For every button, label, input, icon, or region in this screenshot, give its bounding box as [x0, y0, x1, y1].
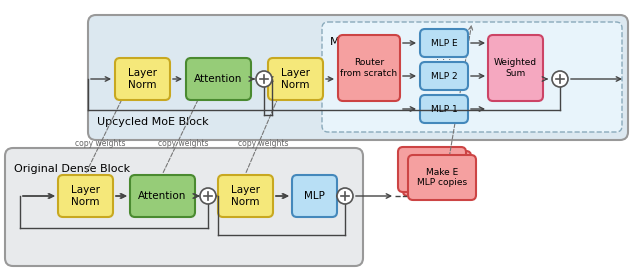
FancyBboxPatch shape: [420, 62, 468, 90]
Text: · · ·: · · ·: [436, 54, 452, 64]
Text: Attention: Attention: [195, 74, 243, 84]
Text: Make E
MLP copies: Make E MLP copies: [417, 168, 467, 187]
FancyBboxPatch shape: [186, 58, 251, 100]
FancyBboxPatch shape: [322, 22, 622, 132]
FancyBboxPatch shape: [398, 147, 466, 192]
Text: Attention: Attention: [138, 191, 187, 201]
Circle shape: [256, 71, 272, 87]
Text: MLP 2: MLP 2: [431, 71, 458, 81]
Text: MLP: MLP: [304, 191, 325, 201]
Text: Original Dense Block: Original Dense Block: [14, 164, 130, 174]
Circle shape: [337, 188, 353, 204]
Text: Layer
Norm: Layer Norm: [281, 68, 310, 90]
Text: MLP 1: MLP 1: [431, 105, 458, 113]
FancyBboxPatch shape: [408, 155, 476, 200]
FancyBboxPatch shape: [5, 148, 363, 266]
FancyBboxPatch shape: [420, 29, 468, 57]
Text: Router
from scratch: Router from scratch: [340, 58, 397, 78]
Text: Weighted
Sum: Weighted Sum: [494, 58, 537, 78]
FancyBboxPatch shape: [268, 58, 323, 100]
Text: MLP E: MLP E: [431, 38, 458, 48]
FancyBboxPatch shape: [130, 175, 195, 217]
Text: Layer
Norm: Layer Norm: [128, 68, 157, 90]
Text: Layer
Norm: Layer Norm: [231, 185, 260, 207]
FancyBboxPatch shape: [292, 175, 337, 217]
Circle shape: [200, 188, 216, 204]
FancyBboxPatch shape: [115, 58, 170, 100]
FancyBboxPatch shape: [88, 15, 628, 140]
FancyBboxPatch shape: [58, 175, 113, 217]
FancyBboxPatch shape: [488, 35, 543, 101]
Circle shape: [552, 71, 568, 87]
Text: MoE: MoE: [330, 37, 353, 47]
FancyBboxPatch shape: [403, 151, 471, 196]
FancyBboxPatch shape: [338, 35, 400, 101]
Text: copy weights: copy weights: [237, 138, 288, 148]
Text: Layer
Norm: Layer Norm: [71, 185, 100, 207]
FancyBboxPatch shape: [218, 175, 273, 217]
FancyBboxPatch shape: [420, 95, 468, 123]
Text: copy weights: copy weights: [75, 138, 125, 148]
Text: copy weights: copy weights: [157, 138, 208, 148]
Text: Upcycled MoE Block: Upcycled MoE Block: [97, 117, 209, 127]
